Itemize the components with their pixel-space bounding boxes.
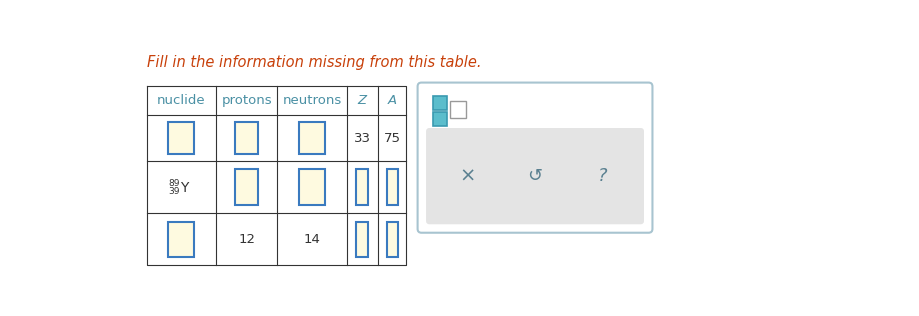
Text: Z: Z [357,94,367,107]
FancyBboxPatch shape [425,128,643,224]
Text: ?: ? [597,167,607,185]
Text: Y: Y [180,181,188,195]
FancyBboxPatch shape [299,122,325,154]
FancyBboxPatch shape [433,96,447,110]
Text: 75: 75 [383,131,401,144]
FancyBboxPatch shape [356,169,368,205]
FancyBboxPatch shape [417,82,652,233]
FancyBboxPatch shape [356,222,368,257]
Text: nuclide: nuclide [157,94,205,107]
FancyBboxPatch shape [386,222,397,257]
FancyBboxPatch shape [433,112,447,126]
Text: 39: 39 [168,187,180,197]
Text: 33: 33 [353,131,370,144]
Text: ↺: ↺ [527,167,542,185]
FancyBboxPatch shape [386,169,397,205]
FancyBboxPatch shape [449,101,466,118]
FancyBboxPatch shape [168,122,194,154]
Text: 12: 12 [238,233,255,246]
FancyBboxPatch shape [234,122,258,154]
Text: 89: 89 [168,179,180,188]
Text: ×: × [459,167,475,185]
FancyBboxPatch shape [168,222,194,257]
FancyBboxPatch shape [234,169,258,205]
Text: Fill in the information missing from this table.: Fill in the information missing from thi… [146,55,481,70]
Text: A: A [387,94,396,107]
Text: 14: 14 [303,233,320,246]
Text: protons: protons [221,94,272,107]
FancyBboxPatch shape [299,169,325,205]
Text: neutrons: neutrons [282,94,341,107]
